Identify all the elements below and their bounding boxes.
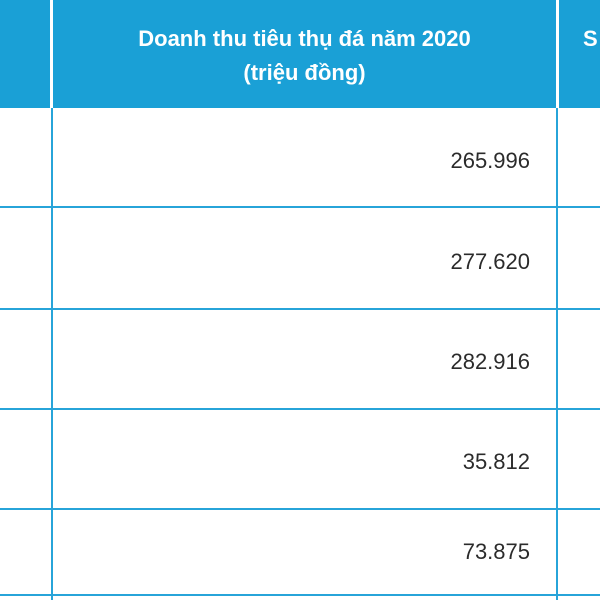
header-next-label: S xyxy=(583,26,598,51)
table-row: 277.620 xyxy=(0,208,600,308)
column-divider xyxy=(556,108,558,600)
revenue-value: 73.875 xyxy=(462,539,530,564)
header-title-line2: (triệu đồng) xyxy=(243,60,366,85)
row-divider xyxy=(0,508,600,510)
header-cell-next: S xyxy=(559,0,600,108)
header-divider xyxy=(50,0,53,108)
column-divider xyxy=(51,108,53,600)
header-divider xyxy=(556,0,559,108)
table-header-row: Doanh thu tiêu thụ đá năm 2020 (triệu đồ… xyxy=(0,0,600,108)
table-row: 265.996 xyxy=(0,108,600,208)
header-cell-revenue: Doanh thu tiêu thụ đá năm 2020 (triệu đồ… xyxy=(53,0,556,108)
row-divider xyxy=(0,206,600,208)
row-divider xyxy=(0,408,600,410)
table-row: 73.875 xyxy=(0,508,600,600)
row-divider xyxy=(0,594,600,596)
revenue-value: 277.620 xyxy=(450,249,530,274)
revenue-value: 282.916 xyxy=(450,349,530,374)
row-divider xyxy=(0,308,600,310)
header-cell-left xyxy=(0,0,50,108)
revenue-value: 265.996 xyxy=(450,148,530,173)
table-row: 282.916 xyxy=(0,308,600,408)
table-body: 265.996 277.620 282.916 35.812 73.875 xyxy=(0,108,600,600)
revenue-value: 35.812 xyxy=(462,449,530,474)
header-title-line1: Doanh thu tiêu thụ đá năm 2020 xyxy=(138,26,471,51)
table-row: 35.812 xyxy=(0,408,600,508)
